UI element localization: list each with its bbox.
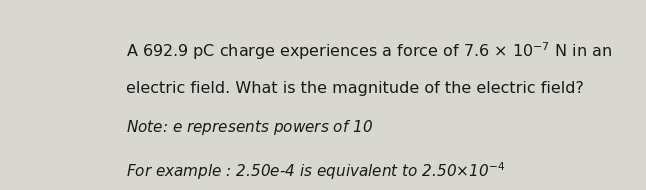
Text: Note: $e$ represents powers of 10: Note: $e$ represents powers of 10 [126,118,373,137]
Text: A 692.9 pC charge experiences a force of 7.6 × 10$^{-7}$ N in an: A 692.9 pC charge experiences a force of… [126,40,612,62]
Text: electric field. What is the magnitude of the electric field?: electric field. What is the magnitude of… [126,81,584,96]
Text: For example : 2.50$e$-4 is equivalent to 2.50×10$^{-4}$: For example : 2.50$e$-4 is equivalent to… [126,160,505,182]
